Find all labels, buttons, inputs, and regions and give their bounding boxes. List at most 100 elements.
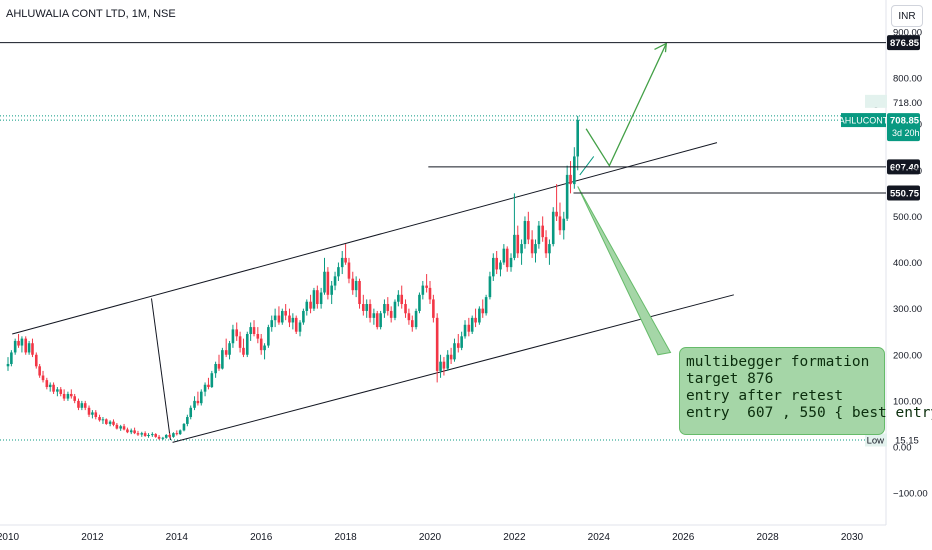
candle-body	[189, 407, 193, 418]
y-tick-label: 500.00	[893, 212, 922, 223]
candle-body	[551, 211, 555, 245]
candle-body	[453, 343, 456, 360]
candle-body	[31, 343, 34, 355]
y-tick-label: 0.00	[893, 443, 912, 454]
candle-body	[98, 417, 101, 421]
y-tick-label: 100.00	[893, 396, 922, 407]
price-level-tag	[887, 35, 920, 51]
candle-body	[541, 225, 544, 238]
candle-body	[393, 301, 397, 318]
bar-countdown-label: 3d 20h	[892, 128, 920, 138]
candle-body	[263, 345, 266, 351]
candle-body	[309, 301, 312, 309]
candle-body	[523, 221, 527, 245]
x-tick-label: 2014	[166, 532, 189, 543]
candle-body	[62, 393, 66, 399]
candle-body	[573, 156, 576, 185]
price-level-tag	[887, 159, 920, 175]
candle-body	[77, 400, 80, 408]
candle-body	[178, 430, 182, 435]
candle-body	[305, 301, 309, 311]
candle-body	[365, 304, 368, 311]
candle-body	[252, 327, 256, 335]
lower-channel-line[interactable]	[172, 294, 734, 443]
candle-body	[428, 287, 432, 300]
candle-body	[414, 310, 418, 328]
candle-body	[410, 320, 414, 328]
candle-body	[168, 435, 171, 437]
candle-body	[375, 313, 379, 328]
horizontal-levels[interactable]: 876.85 607.40 550.75	[0, 35, 920, 201]
x-tick-label: 2018	[334, 532, 357, 543]
candle-body	[400, 294, 404, 305]
symbol-title[interactable]: AHLUWALIA CONT LTD, 1M, NSE	[6, 8, 176, 20]
candle-body	[316, 290, 319, 305]
candle-body	[13, 340, 17, 353]
candle-body	[404, 304, 407, 314]
candle-body	[193, 400, 196, 408]
candle-body	[129, 430, 133, 433]
candle-body	[558, 216, 562, 231]
candle-body	[186, 417, 189, 424]
candle-body	[354, 280, 358, 291]
candle-body	[534, 244, 537, 254]
candle-body	[87, 407, 91, 415]
candle-body	[291, 317, 295, 323]
note-callout-tail[interactable]	[577, 186, 672, 356]
candle-body	[259, 338, 263, 351]
candle-body	[273, 315, 277, 321]
candle-body	[330, 285, 333, 295]
y-tick-label: 600.00	[893, 166, 922, 177]
price-level-label: 607.40	[890, 162, 919, 173]
candle-body	[182, 423, 186, 431]
low-caption: Low	[867, 436, 885, 447]
candle-body	[474, 317, 477, 323]
candle-body	[245, 334, 249, 355]
channel-width-line[interactable]	[150, 298, 171, 441]
target-arrow-path[interactable]	[585, 43, 667, 168]
price-axis[interactable]: −100.00 0.00 100.00 200.00 300.00 400.00 500.0…	[839, 27, 928, 499]
candle-body	[235, 329, 239, 337]
candle-body	[544, 237, 548, 254]
candle-body	[460, 336, 463, 348]
candle-body	[210, 373, 214, 388]
time-axis[interactable]: 2010 2012 2014 2016 2018 2020 2022 2024 2026 2028…	[0, 532, 864, 543]
note-line: multibegger formation	[686, 354, 870, 370]
candle-body	[505, 248, 509, 268]
candle-body	[24, 338, 28, 353]
target-arrowhead[interactable]	[654, 42, 668, 53]
price-level-label: 550.75	[890, 188, 920, 199]
candle-body	[172, 433, 175, 437]
candle-body	[442, 361, 446, 369]
x-tick-label: 2012	[81, 532, 104, 543]
candle-body	[147, 435, 150, 437]
upper-channel-line[interactable]	[12, 142, 718, 335]
candle-body	[379, 313, 382, 328]
annotation-note[interactable]: multibegger formation target 876 entry a…	[679, 347, 932, 435]
candle-body	[27, 343, 31, 353]
candle-body	[372, 313, 376, 318]
candle-body	[520, 244, 523, 254]
candle-body	[203, 384, 207, 392]
candle-body	[267, 327, 270, 346]
candle-body	[351, 278, 355, 291]
candle-body	[175, 433, 179, 435]
candle-body	[418, 294, 421, 311]
candle-body	[83, 403, 87, 408]
candle-body	[435, 317, 439, 371]
candle-body	[555, 211, 558, 217]
candle-body	[277, 315, 281, 323]
candle-body	[242, 347, 245, 355]
candle-body	[323, 271, 326, 293]
retest-pointer[interactable]	[579, 156, 595, 176]
x-tick-label: 2022	[503, 532, 526, 543]
candle-body	[362, 304, 365, 311]
candle-body	[38, 366, 41, 376]
candle-body	[199, 391, 203, 404]
candle-body	[228, 343, 231, 355]
candle-body	[288, 315, 291, 323]
high-caption-box	[865, 94, 887, 108]
currency-button[interactable]: INR	[891, 5, 923, 27]
trend-drawings[interactable]	[12, 42, 734, 443]
